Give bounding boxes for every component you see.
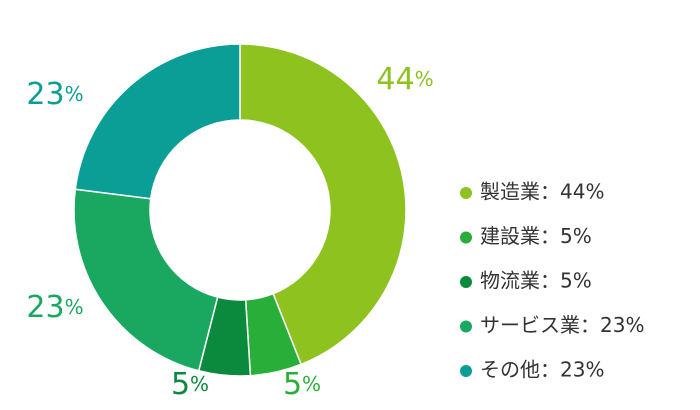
donut-slice [239, 43, 407, 366]
legend-label: 物流業：5% [480, 269, 592, 293]
value-number: 23 [26, 290, 64, 325]
value-number: 44 [376, 62, 414, 97]
value-unit: % [65, 82, 84, 106]
legend-label: その他：23% [480, 358, 604, 382]
donut-slice [74, 43, 241, 200]
value-number: 23 [26, 77, 64, 112]
value-unit: % [302, 372, 321, 396]
legend-label: 製造業：44% [480, 180, 604, 204]
value-label: 23% [26, 290, 83, 325]
legend-dot [460, 231, 472, 244]
value-number: 5 [283, 367, 302, 402]
legend-dot [460, 187, 472, 199]
legend-dot [460, 320, 472, 333]
value-unit: % [190, 372, 209, 396]
legend-dot [460, 276, 472, 288]
legend-dot [460, 365, 472, 377]
value-label: 23% [26, 77, 83, 112]
value-number: 5 [171, 367, 190, 402]
value-label: 44% [376, 62, 433, 97]
legend-label: 建設業：5% [480, 224, 592, 248]
donut-slice [73, 188, 219, 372]
value-unit: % [415, 67, 434, 91]
legend-label: サービス業：23% [480, 313, 644, 337]
value-label: 5% [171, 367, 209, 402]
value-label: 5% [283, 367, 321, 402]
value-unit: % [65, 295, 84, 319]
